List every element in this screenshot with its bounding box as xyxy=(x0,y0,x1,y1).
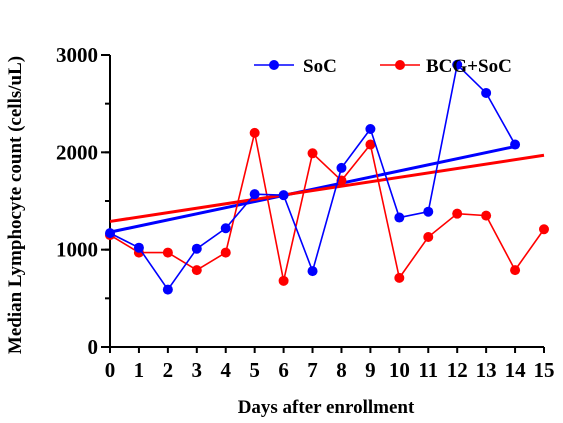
x-axis-title: Days after enrollment xyxy=(238,397,415,418)
data-point-soc xyxy=(365,123,376,134)
legend-marker-bcg-soc xyxy=(395,60,405,70)
data-point-bcg-soc xyxy=(307,148,318,159)
x-tick-label: 2 xyxy=(163,358,174,382)
data-point-soc xyxy=(133,242,144,253)
x-tick-label: 15 xyxy=(534,358,555,382)
x-tick-label: 11 xyxy=(418,358,438,382)
data-point-bcg-soc xyxy=(539,224,549,235)
data-series xyxy=(105,59,549,295)
legend-label-bcg-soc: BCG+SoC xyxy=(426,56,512,77)
x-tick-label: 13 xyxy=(476,358,497,382)
y-tick-label: 0 xyxy=(88,335,99,359)
legend-label-soc: SoC xyxy=(303,56,337,77)
data-point-bcg-soc xyxy=(481,210,492,221)
legend: SoC BCG+SoC xyxy=(254,56,512,77)
data-point-soc xyxy=(105,228,115,239)
x-tick-label: 4 xyxy=(220,358,231,382)
data-point-bcg-soc xyxy=(452,208,463,219)
data-point-bcg-soc xyxy=(220,247,231,258)
data-point-bcg-soc xyxy=(278,275,289,286)
data-point-soc xyxy=(191,243,202,254)
x-tick-label: 14 xyxy=(505,358,527,382)
x-tick-label: 8 xyxy=(336,358,347,382)
y-tick-label: 3000 xyxy=(56,43,98,67)
x-tick-label: 0 xyxy=(105,358,116,382)
y-axis-title: Median Lymphocyte count (cells/uL) xyxy=(5,56,26,354)
data-point-bcg-soc xyxy=(365,139,376,150)
data-point-soc xyxy=(510,139,521,150)
data-point-bcg-soc xyxy=(423,232,434,243)
data-point-soc xyxy=(249,189,260,200)
x-tick-label: 9 xyxy=(365,358,376,382)
data-point-soc xyxy=(220,223,231,234)
x-tick-label: 12 xyxy=(447,358,468,382)
data-point-bcg-soc xyxy=(394,272,405,283)
x-tick-label: 3 xyxy=(192,358,203,382)
x-tick-label: 5 xyxy=(249,358,260,382)
data-point-bcg-soc xyxy=(510,265,521,276)
x-tick-label: 1 xyxy=(134,358,145,382)
trend-lines xyxy=(109,145,545,234)
x-tick-label: 6 xyxy=(278,358,289,382)
data-point-soc xyxy=(307,266,318,277)
data-point-soc xyxy=(394,212,405,223)
legend-marker-soc xyxy=(269,60,279,70)
data-point-soc xyxy=(423,206,434,217)
y-tick-label: 1000 xyxy=(56,238,98,262)
data-point-bcg-soc xyxy=(191,265,202,276)
y-tick-label: 2000 xyxy=(56,140,98,164)
data-point-bcg-soc xyxy=(249,127,260,138)
data-point-soc xyxy=(452,59,463,70)
data-point-soc xyxy=(336,162,347,173)
data-point-soc xyxy=(162,284,173,295)
series-line-bcg-soc xyxy=(109,132,545,281)
trend-line-bcg-soc xyxy=(109,153,545,223)
data-point-bcg-soc xyxy=(162,247,173,258)
x-tick-label: 10 xyxy=(389,358,410,382)
data-point-soc xyxy=(481,87,492,98)
x-tick-label: 7 xyxy=(307,358,318,382)
data-point-soc xyxy=(278,190,289,201)
